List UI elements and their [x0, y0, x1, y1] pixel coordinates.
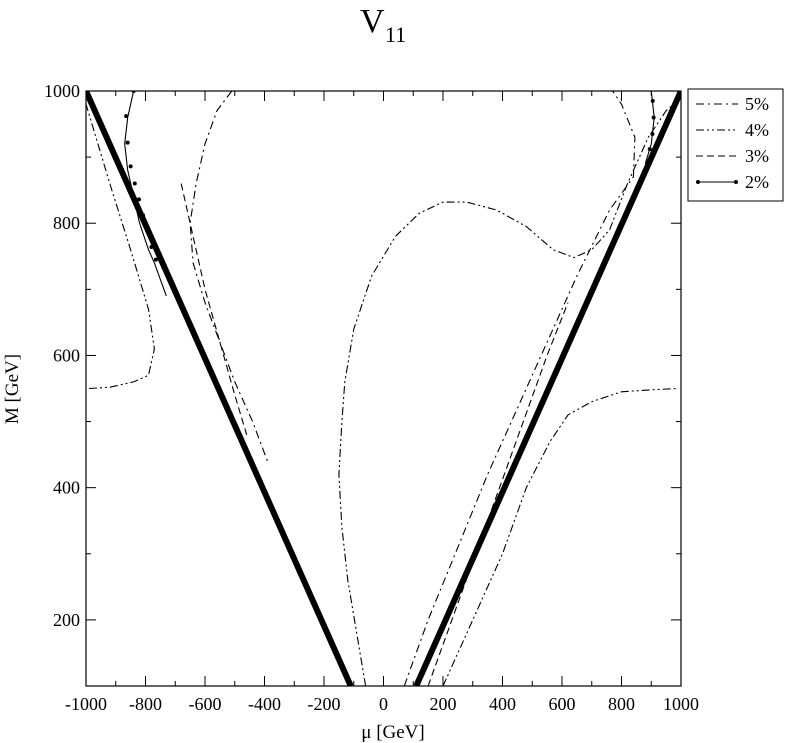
- series-2-segment-2: [338, 97, 681, 686]
- series-4-segment-2: [644, 91, 655, 164]
- legend-label-1: 5%: [745, 94, 769, 114]
- series-1-segment-1: [189, 91, 269, 462]
- boundary-line-2: [413, 91, 681, 686]
- y-tick-label: 600: [53, 345, 80, 365]
- chart-title: V: [360, 3, 385, 40]
- series-3-segment-1: [180, 183, 248, 435]
- boundary-line-1: [86, 91, 354, 686]
- y-tick-label: 800: [53, 213, 80, 233]
- legend-label-2: 4%: [745, 120, 769, 140]
- x-tick-label: 800: [608, 694, 635, 714]
- legend-label-3: 3%: [745, 146, 769, 166]
- series-4-marker-2: [124, 114, 129, 119]
- x-tick-label: 1000: [663, 694, 699, 714]
- legend-marker-left: [696, 180, 700, 184]
- series-2-segment-1: [86, 104, 155, 390]
- series-4-marker-13: [650, 131, 655, 136]
- series-4-segment-1: [124, 91, 167, 297]
- y-tick-label: 200: [53, 610, 80, 630]
- series-4-marker-6: [136, 197, 141, 202]
- plot-frame: [85, 90, 682, 687]
- y-tick-label: 1000: [44, 81, 80, 101]
- x-tick-label: 600: [549, 694, 576, 714]
- series-4-marker-10: [153, 257, 158, 262]
- x-tick-label: -200: [308, 694, 341, 714]
- x-tick-label: -400: [248, 694, 281, 714]
- series-4-marker-8: [145, 229, 150, 234]
- x-tick-label: -600: [189, 694, 222, 714]
- series-4-marker-7: [141, 213, 146, 218]
- legend-marker-right: [734, 180, 738, 184]
- series-2-segment-3: [442, 387, 679, 686]
- series-4-marker-4: [128, 164, 133, 169]
- series-3-segment-2: [427, 302, 569, 686]
- y-tick-label: 400: [53, 478, 80, 498]
- series-layer: [86, 91, 681, 686]
- series-4-marker-11: [650, 98, 655, 103]
- series-4-marker-14: [647, 147, 652, 152]
- series-4-marker-9: [149, 245, 154, 250]
- x-tick-label: -1000: [65, 694, 107, 714]
- x-tick-label: 0: [379, 694, 388, 714]
- x-axis-label: μ [GeV]: [361, 722, 424, 743]
- series-1-segment-2: [403, 91, 636, 686]
- series-4-marker-12: [651, 115, 656, 120]
- x-tick-label: 400: [489, 694, 516, 714]
- legend: 5% 4% 3% 2%: [687, 88, 784, 202]
- y-axis-label: M [GeV]: [2, 354, 23, 424]
- x-tick-label: -800: [129, 694, 162, 714]
- ticks-layer: -1000 -800 -600 -400 -200 0 200 400 600 800 1000 20…: [44, 81, 699, 714]
- series-4-marker-3: [125, 140, 130, 145]
- legend-label-4: 2%: [745, 172, 769, 192]
- series-4-marker-5: [132, 181, 137, 186]
- x-tick-label: 200: [430, 694, 457, 714]
- chart-title-subscript: 11: [385, 22, 406, 47]
